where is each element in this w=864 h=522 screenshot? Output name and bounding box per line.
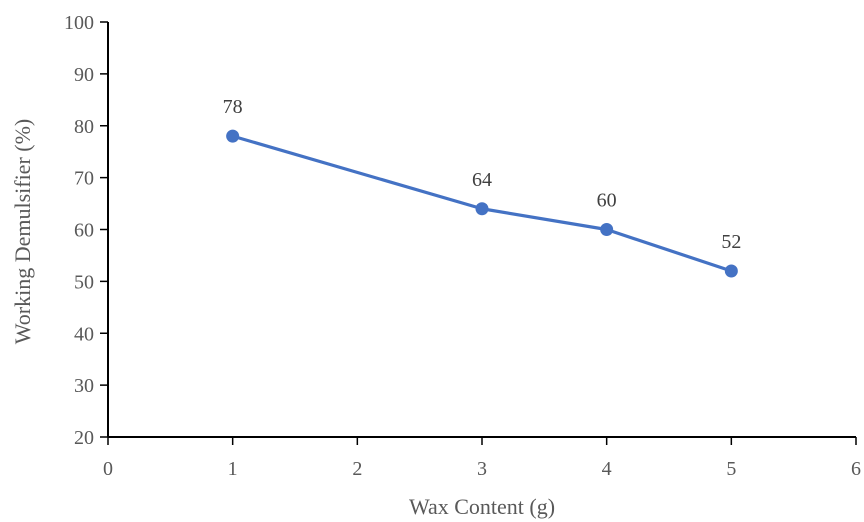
x-tick-label: 3 xyxy=(477,458,487,480)
x-tick-label: 2 xyxy=(352,458,362,480)
y-tick-label: 20 xyxy=(74,427,94,449)
x-tick-label: 6 xyxy=(851,458,861,480)
y-tick-label: 30 xyxy=(74,375,94,397)
y-tick-label: 40 xyxy=(74,323,94,345)
data-point xyxy=(226,129,240,143)
y-axis-title: Working Demulsifier (%) xyxy=(10,119,35,345)
data-label: 60 xyxy=(597,190,617,212)
x-axis-ticks: 0 1 2 3 4 5 6 xyxy=(103,437,861,480)
y-axis-ticks: 20 30 40 50 60 70 80 90 100 xyxy=(64,12,108,449)
data-point xyxy=(475,202,489,216)
y-tick-label: 90 xyxy=(74,64,94,86)
y-tick-label: 60 xyxy=(74,220,94,242)
y-tick-label: 70 xyxy=(74,168,94,190)
y-tick-label: 80 xyxy=(74,116,94,138)
data-point xyxy=(724,264,738,278)
x-tick-label: 1 xyxy=(228,458,238,480)
data-label: 52 xyxy=(721,231,741,253)
x-tick-label: 5 xyxy=(726,458,736,480)
y-tick-label: 100 xyxy=(64,12,94,34)
series-layer: 78 64 60 52 xyxy=(223,96,741,278)
x-tick-label: 0 xyxy=(103,458,113,480)
x-tick-label: 4 xyxy=(602,458,612,480)
y-tick-label: 50 xyxy=(74,271,94,293)
data-label: 64 xyxy=(472,169,492,191)
x-axis-title: Wax Content (g) xyxy=(409,494,555,519)
data-label: 78 xyxy=(223,96,243,118)
data-point xyxy=(600,223,614,236)
series-line xyxy=(231,134,733,273)
